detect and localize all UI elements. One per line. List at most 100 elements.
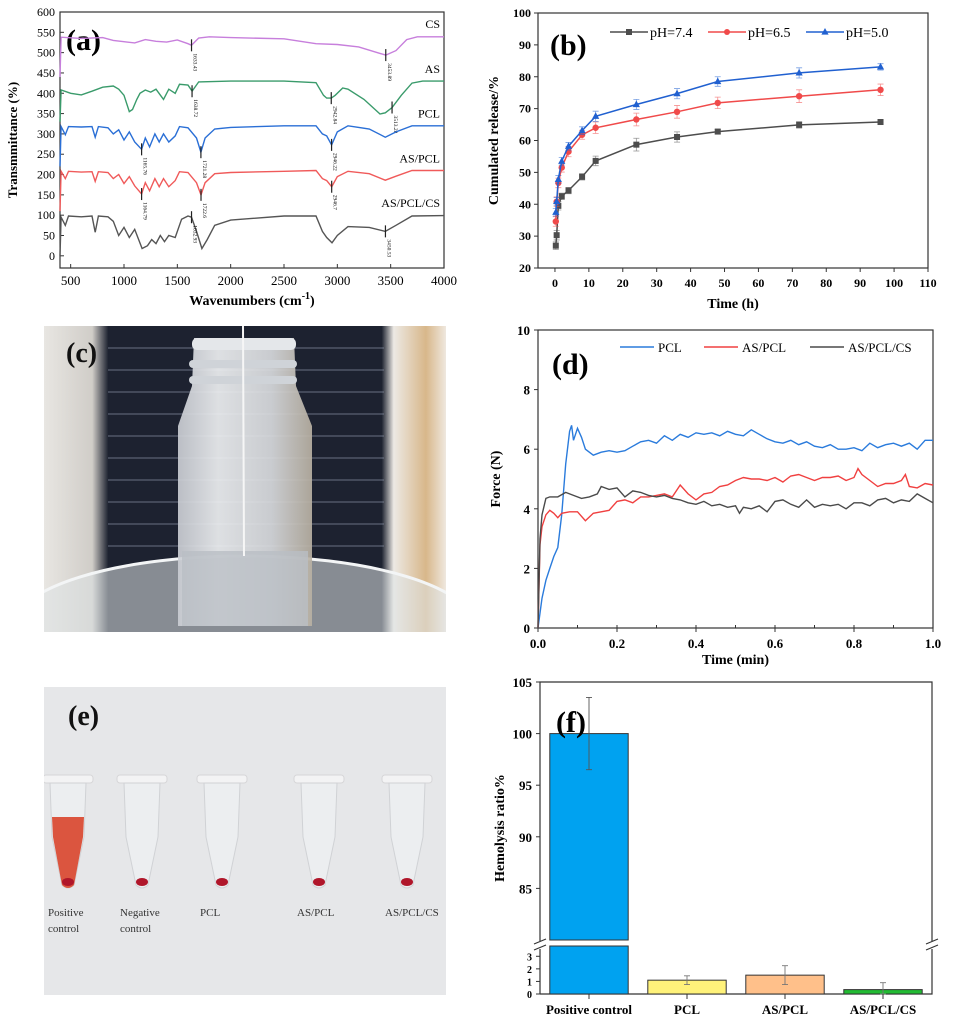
x-tick-label: 0.0 [530,636,546,651]
error-bar [782,965,788,986]
x-tick-label: 0.8 [846,636,863,651]
y-tick-label: 100 [513,6,531,20]
y-tick-label: 80 [519,70,531,84]
x-tick-label: 100 [885,276,903,290]
tubes-illustration [44,774,433,889]
x-tick-label: 0.4 [688,636,705,651]
x-tick-label: 20 [617,276,629,290]
y-tick-label: 350 [37,107,55,121]
tube-caption: AS/PCL [297,905,334,921]
tube-body [123,782,161,889]
legend-label: pH=5.0 [846,26,889,41]
series-line-cs [59,36,444,78]
y-tick-label: 6 [524,442,531,457]
data-point [592,124,599,131]
legend-marker [724,29,730,35]
y-axis-label: Transmmittance (%) [5,82,20,198]
data-point [795,92,803,100]
peak-label: 2942.84 [331,106,337,124]
x-tick-label: PCL [674,1002,700,1017]
plot-frame [537,329,934,629]
blood-pellet [136,878,148,886]
peak-label: 1638.72 [192,99,198,117]
series-line-1 [537,467,934,629]
tube-body [388,782,426,889]
y-tick-label: 1 [527,977,532,988]
x-tick-label: 0.2 [609,636,625,651]
tube-caption-line2: control [120,923,152,935]
y-tick-label: 50 [519,165,531,179]
y-tick-label: 10 [517,323,530,338]
y-tick-label: 105 [513,675,533,690]
data-point [674,133,681,140]
series-label: AS [425,62,440,76]
data-point [555,202,562,209]
legend-label: PCL [658,340,682,355]
panel-label-b: (b) [550,29,587,62]
series-label: AS/PCL/CS [381,196,440,210]
peak-label: 3453.89 [386,63,392,81]
legend-label: AS/PCL/CS [848,340,912,355]
tube-caption-line1: PCL [200,907,221,919]
x-tick-label: 70 [786,276,798,290]
x-axis-label: Wavenumbers (cm-1) [189,291,315,309]
data-point [632,100,640,108]
data-point [552,242,559,249]
x-tick-label: 500 [61,273,81,288]
data-point [592,157,599,164]
data-point [633,141,640,148]
data-point [554,175,562,182]
x-tick-label: 50 [719,276,731,290]
chart-d-force: 0.0 0.2 0.4 0.6 0.8 1.0 0 2 4 6 8 10 Force (N) Time (… [489,323,941,668]
series-line-as-pcl-cs [59,214,445,256]
tube-caption-line1: Negative [120,907,160,919]
x-tick-label: 3500 [378,273,404,288]
data-point [877,119,884,126]
axis-break-mark [925,938,939,951]
blood-pellet [216,878,228,886]
x-tick-label: 3000 [324,273,350,288]
x-tick-label: 60 [752,276,764,290]
series-line-2 [537,485,934,629]
tube-cap-rim [116,774,168,784]
peak-label: 3450.53 [385,239,391,257]
data-point [558,157,566,164]
tube-caption: Negative control [120,905,160,937]
photo-e-tubes: (e) Positive control Negative control PCL AS/… [44,687,446,995]
legend-marker [626,29,632,35]
tube-cap-rim [293,774,345,784]
y-tick-label: 0 [49,249,55,263]
data-point [876,62,885,70]
y-tick-label: 0 [527,990,532,1001]
series-label: AS/PCL [399,151,440,165]
y-tick-label: 30 [519,229,531,243]
tube-cap-rim [381,774,433,784]
data-point [592,112,600,119]
blood-pellet [401,878,413,886]
data-point [564,142,573,149]
series-label: CS [425,17,440,31]
blood-pellet [62,878,74,886]
peak-label: 1721.28 [201,160,207,178]
vial-illustration [44,326,446,632]
data-point [714,77,722,85]
data-point [579,173,586,180]
data-point [877,86,884,94]
y-tick-label: 450 [37,66,55,80]
y-tick-label: 90 [519,830,532,845]
y-tick-label: 50 [43,228,55,242]
x-tick-label: 1500 [164,273,190,288]
tube-caption-line1: Positive [48,907,84,919]
data-point [565,187,572,194]
x-tick-label: 1.0 [925,636,941,651]
y-tick-label: 4 [524,502,531,517]
data-point [633,116,640,123]
x-axis-label: Time (min) [702,653,769,668]
tube [44,774,94,889]
y-axis-label: Hemolysis ratio% [493,774,508,882]
series-line-1 [555,89,881,222]
chart-a-ftir: 500 1000 1500 2000 2500 3000 3500 4000 0 50 100 150… [5,5,457,309]
y-axis-label: Cumulated release/% [487,76,502,205]
x-tick-label: 4000 [431,273,457,288]
y-tick-label: 2 [527,965,532,976]
